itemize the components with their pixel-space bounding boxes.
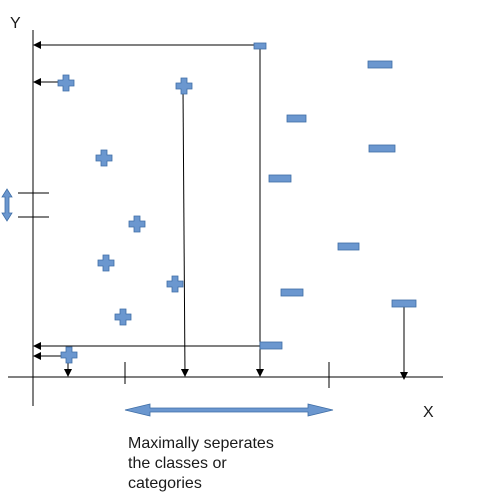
separation-double-arrow-icon [124,403,334,417]
bar-marker [337,242,360,251]
bar-marker [367,60,393,69]
caption: Maximally seperates the classes or categ… [128,434,368,494]
caption-line: Maximally seperates [128,435,274,452]
bar-marker [259,341,283,350]
class-plus-markers [57,74,193,364]
bar-marker [280,288,304,297]
bar-marker [391,299,417,308]
plus-marker [95,149,113,167]
y-double-arrow-icon [1,188,13,222]
plus-marker [97,254,115,272]
plus-marker [166,275,184,293]
bar-marker [268,174,292,183]
plus-marker [128,215,146,233]
x-axis-label: X [423,404,434,421]
plus-marker [57,74,75,92]
bar-marker [368,144,396,153]
projection-arrow-x [180,87,189,377]
caption-line: the classes or [128,455,227,472]
bar-marker [286,114,307,123]
bar-marker [253,42,267,50]
plus-marker [60,346,78,364]
plus-marker [175,77,193,95]
y-axis-label: Y [10,15,21,32]
class-bar-markers [253,42,417,350]
plus-marker [114,308,132,326]
caption-line: categories [128,475,202,492]
